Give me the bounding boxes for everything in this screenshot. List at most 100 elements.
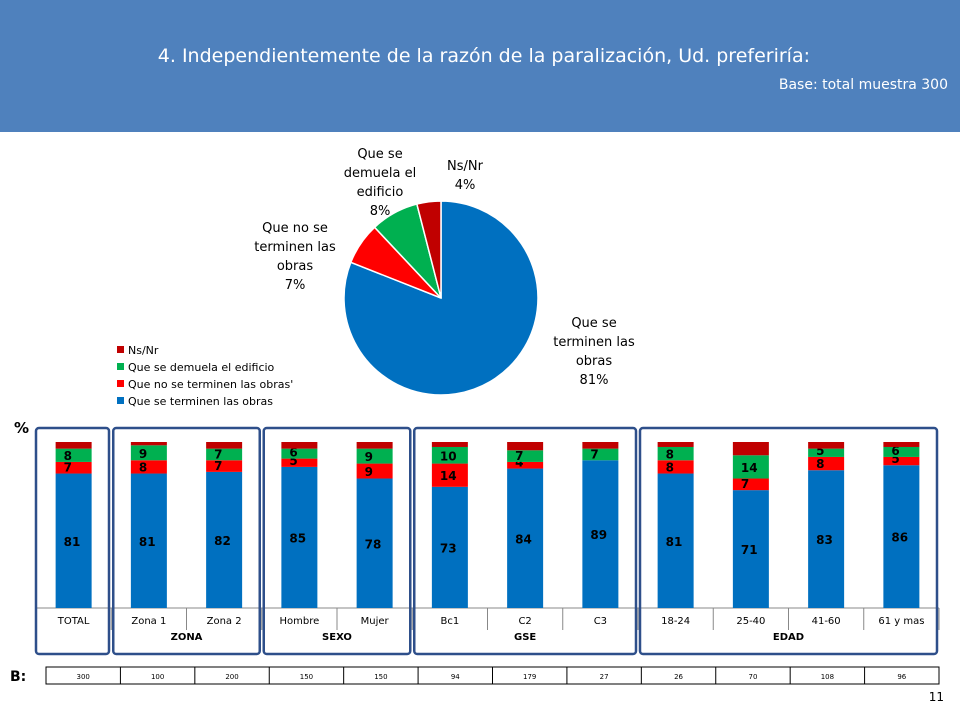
pie-slice-label: obras	[277, 259, 314, 274]
bar-value-label: 5	[816, 444, 824, 458]
bar-value-label: 6	[891, 444, 899, 458]
bar-segment	[732, 442, 769, 456]
category-label: 18-24	[661, 616, 690, 627]
bar-segment	[206, 448, 243, 461]
category-label: Mujer	[361, 616, 390, 627]
group-frame	[112, 426, 261, 656]
bar-value-label: 71	[741, 543, 758, 557]
bar-value-label: 6	[289, 446, 297, 460]
bar-value-label: 78	[365, 537, 382, 551]
base-row-value: 100	[151, 673, 164, 681]
bar-value-label: 8	[816, 457, 824, 471]
legend-label: Que no se terminen las obras'	[128, 378, 293, 391]
pie-slice-label: demuela el	[344, 166, 416, 181]
pie-slice-label: 81%	[580, 373, 609, 388]
bar-value-label: 5	[289, 454, 297, 468]
bar-value-label: 9	[139, 447, 147, 461]
category-label: Hombre	[279, 616, 319, 627]
bar-value-label: 73	[440, 541, 457, 555]
base-row-value: 300	[77, 673, 90, 681]
bar-segment	[507, 442, 544, 451]
bar-value-label: 8	[139, 461, 147, 475]
page-number: 11	[928, 690, 944, 704]
legend-label: Que se terminen las obras	[128, 395, 273, 408]
bar-segment	[130, 460, 167, 474]
category-label: 25-40	[736, 616, 765, 627]
bar-value-label: 7	[590, 447, 598, 461]
bar-value-label: 7	[741, 477, 749, 491]
bar-segment	[808, 448, 845, 457]
bar-segment	[206, 460, 243, 472]
bar-segment	[431, 486, 468, 608]
bar-segment	[130, 442, 167, 446]
group-label: ZONA	[171, 632, 203, 643]
base-row-value: 179	[523, 673, 536, 681]
bar-segment	[431, 442, 468, 447]
group-frame	[34, 426, 111, 656]
bar-value-label: 81	[64, 535, 81, 549]
bar-value-label: 14	[741, 461, 758, 475]
bar-value-label: 8	[64, 449, 72, 463]
legend-swatch	[117, 397, 124, 404]
legend-label: Ns/Nr	[128, 344, 159, 357]
category-label: TOTAL	[57, 616, 90, 627]
bar-segment	[732, 478, 769, 491]
base-note: Base: total muestra 300	[778, 77, 948, 93]
bar-segment	[55, 448, 92, 462]
bar-value-label: 8	[666, 461, 674, 475]
bar-segment	[582, 442, 619, 449]
base-row-value: 70	[748, 673, 757, 681]
bar-segment	[55, 461, 92, 474]
bar-segment	[356, 478, 393, 608]
pie-slice-label: Ns/Nr	[447, 159, 484, 174]
legend-swatch	[117, 363, 124, 370]
bar-value-label: 14	[440, 469, 457, 483]
bar-segment	[55, 442, 92, 449]
bar-segment	[281, 448, 318, 459]
y-axis-label: %	[14, 419, 29, 437]
bar-value-label: 9	[365, 465, 373, 479]
pie-slice	[415, 200, 442, 299]
bar-segment	[356, 442, 393, 449]
bar-segment	[808, 470, 845, 608]
bar-segment	[732, 490, 769, 608]
bar-segment	[130, 445, 167, 461]
legend-label: Que se demuela el edificio	[128, 361, 275, 374]
bar-value-label: 7	[214, 459, 222, 473]
category-label: Bc1	[441, 616, 460, 627]
bar-segment	[431, 463, 468, 487]
base-row-value: 96	[897, 673, 906, 681]
pie-slice-label: Que se	[357, 147, 402, 162]
bar-segment	[883, 456, 920, 466]
base-row-label: B:	[10, 669, 26, 685]
pie-chart: Que se terminen las obras 81% Que no se termi…	[117, 147, 635, 408]
bar-segment	[657, 473, 694, 608]
bar-segment	[883, 446, 920, 457]
base-row-value: 94	[451, 673, 460, 681]
base-row-value: 108	[821, 673, 834, 681]
bar-segment	[281, 466, 318, 608]
bar-segment	[507, 468, 544, 608]
group-label: EDAD	[773, 632, 804, 643]
category-label: 41-60	[812, 616, 841, 627]
group-label: SEXO	[322, 632, 352, 643]
pie-slice-label: Que se	[571, 316, 616, 331]
bar-segment	[206, 442, 243, 449]
category-label: C3	[594, 616, 607, 627]
bar-segment	[657, 442, 694, 447]
pie-slice-label: 8%	[370, 204, 391, 219]
bar-value-label: 7	[64, 461, 72, 475]
bar-segment	[356, 463, 393, 479]
category-label: C2	[518, 616, 531, 627]
bar-segment	[883, 442, 920, 447]
bar-value-label: 85	[289, 531, 306, 545]
bar-segment	[883, 465, 920, 608]
bar-segment	[206, 471, 243, 608]
bar-segment	[431, 446, 468, 464]
category-label: 61 y mas	[878, 616, 924, 627]
bar-value-label: 5	[891, 452, 899, 466]
header-banner: 4. Independientemente de la razón de la …	[0, 0, 960, 132]
bar-segment	[657, 446, 694, 461]
pie-slice-label: terminen las	[553, 335, 635, 350]
